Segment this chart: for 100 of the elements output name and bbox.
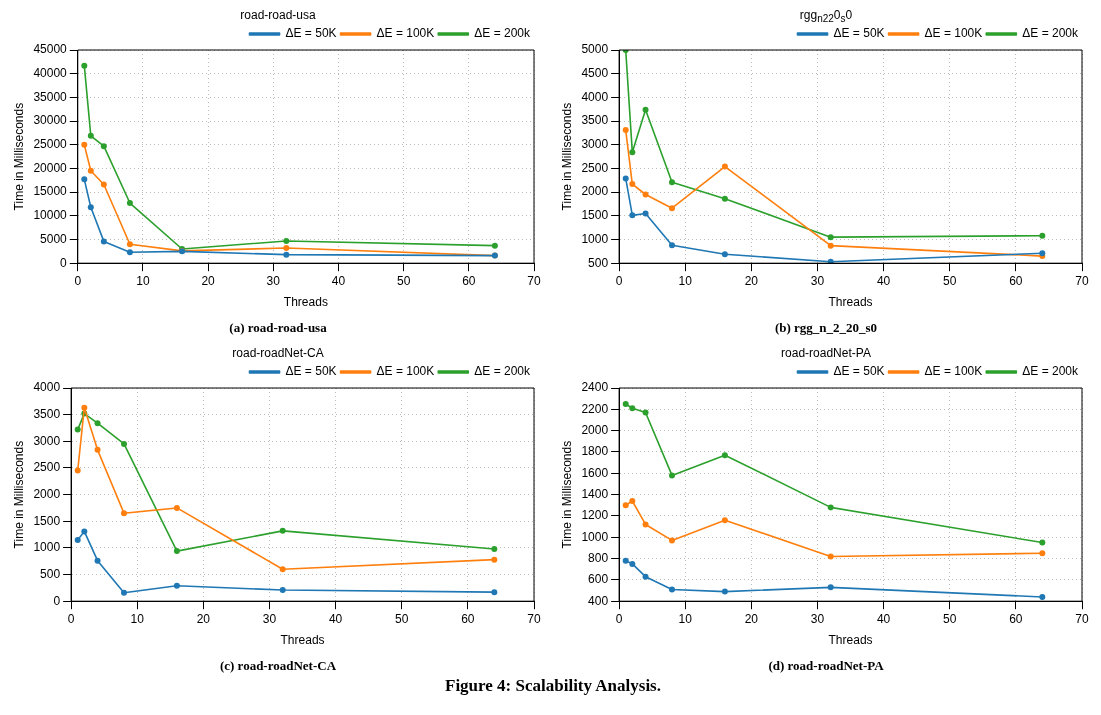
- x-tick-label: 10: [678, 273, 693, 288]
- y-tick-label: 800: [588, 550, 609, 565]
- x-tick-label: 60: [462, 273, 476, 288]
- y-tick-label: 20000: [33, 160, 68, 175]
- y-tick-label: 1600: [581, 465, 609, 480]
- y-tick-label: 3500: [33, 406, 61, 421]
- legend-label: ΔE = 50K: [833, 26, 885, 41]
- y-tick-label: 2000: [581, 184, 609, 199]
- x-tick-label: 60: [461, 611, 475, 626]
- x-tick-label: 40: [876, 611, 891, 626]
- y-axis-title: Time in Milliseconds: [11, 102, 26, 211]
- x-tick-label: 0: [74, 273, 82, 288]
- y-tick-label: 10000: [33, 208, 68, 223]
- x-tick-label: 60: [1009, 273, 1023, 288]
- y-tick-label: 30000: [33, 113, 68, 128]
- x-axis-title: Threads: [828, 633, 873, 648]
- y-tick-label: 4000: [33, 380, 61, 395]
- y-tick-label: 500: [588, 255, 609, 270]
- text: (d) road-roadNet-PA: [767, 658, 885, 674]
- y-tick-label: 2500: [33, 460, 61, 475]
- y-tick-label: 2500: [581, 160, 609, 175]
- x-tick-label: 30: [262, 611, 277, 626]
- y-tick-label: 600: [588, 572, 609, 587]
- y-tick-label: 5000: [40, 231, 68, 246]
- x-tick-label: 30: [810, 273, 825, 288]
- x-axis-title: Threads: [283, 295, 328, 310]
- text: (b) rgg_n_2_20_s0: [773, 320, 879, 336]
- x-tick-label: 20: [744, 273, 759, 288]
- legend-label: ΔE = 50K: [285, 364, 337, 379]
- y-tick-label: 2000: [581, 422, 609, 437]
- legend-label: ΔE = 200k: [474, 26, 531, 41]
- x-tick-label: 50: [396, 273, 411, 288]
- chart-title: road-road-usa: [239, 8, 317, 24]
- x-tick-label: 10: [130, 611, 145, 626]
- x-tick-label: 70: [527, 273, 541, 288]
- y-tick-label: 40000: [33, 66, 68, 80]
- y-tick-label: 1800: [581, 444, 609, 459]
- y-tick-label: 5000: [581, 42, 609, 57]
- x-tick-label: 50: [943, 611, 957, 626]
- legend-label: ΔE = 50K: [285, 26, 337, 41]
- chart-title: road-roadNet-CA: [231, 346, 325, 362]
- chart-title: road-roadNet-PA: [780, 346, 872, 362]
- y-tick-label: 1200: [581, 508, 609, 523]
- legend-label: ΔE = 200k: [1022, 26, 1079, 41]
- y-tick-label: 1500: [581, 208, 609, 223]
- legend-label: ΔE = 200k: [474, 364, 531, 379]
- y-tick-label: 2000: [33, 486, 61, 501]
- y-tick-label: 25000: [33, 137, 68, 152]
- x-axis-title: Threads: [280, 633, 325, 648]
- legend-label: ΔE = 100K: [924, 364, 983, 379]
- y-tick-label: 15000: [33, 184, 68, 199]
- y-axis-title: Time in Milliseconds: [559, 102, 574, 211]
- y-tick-label: 4000: [581, 89, 609, 104]
- legend-label: ΔE = 50K: [833, 364, 885, 379]
- y-tick-label: 4500: [581, 66, 609, 80]
- y-tick-label: 1000: [581, 231, 609, 246]
- legend-label: ΔE = 200k: [1022, 364, 1079, 379]
- x-tick-label: 70: [527, 611, 541, 626]
- y-tick-label: 35000: [33, 89, 68, 104]
- y-tick-label: 3500: [581, 113, 609, 128]
- x-tick-label: 30: [810, 611, 825, 626]
- x-tick-label: 20: [201, 273, 216, 288]
- x-tick-label: 30: [266, 273, 281, 288]
- y-tick-label: 1000: [33, 540, 61, 555]
- legend-label: ΔE = 100K: [376, 26, 435, 41]
- text: (c) road-roadNet-CA: [218, 658, 338, 674]
- y-tick-label: 2200: [581, 401, 609, 416]
- x-tick-label: 10: [136, 273, 150, 288]
- y-tick-label: 0: [53, 593, 61, 608]
- x-tick-label: 20: [744, 611, 759, 626]
- chart-title: rgg$_{n22}$0$_{s}$0: [798, 8, 854, 25]
- x-tick-label: 70: [1075, 273, 1089, 288]
- legend-label: ΔE = 100K: [376, 364, 435, 379]
- x-tick-label: 60: [1009, 611, 1023, 626]
- y-tick-label: 3000: [33, 433, 61, 448]
- y-tick-label: 0: [60, 255, 68, 270]
- y-tick-label: 1000: [581, 529, 609, 544]
- y-tick-label: 45000: [33, 42, 68, 57]
- x-tick-label: 10: [678, 611, 693, 626]
- x-tick-label: 20: [196, 611, 211, 626]
- x-tick-label: 40: [876, 273, 891, 288]
- y-tick-label: 1500: [33, 513, 61, 528]
- y-axis-title: Time in Milliseconds: [11, 440, 26, 549]
- x-tick-label: 50: [943, 273, 957, 288]
- y-tick-label: 500: [40, 566, 61, 581]
- caption: Figure 4: Scalability Analysis.: [444, 676, 662, 696]
- y-axis-title: Time in Milliseconds: [559, 440, 574, 549]
- y-tick-label: 1400: [581, 486, 609, 501]
- legend-label: ΔE = 100K: [924, 26, 983, 41]
- x-axis-title: Threads: [828, 295, 873, 310]
- text: (a) road-road-usa: [228, 320, 328, 336]
- x-tick-label: 40: [331, 273, 346, 288]
- x-tick-label: 0: [615, 273, 623, 288]
- x-tick-label: 70: [1075, 611, 1089, 626]
- x-tick-label: 0: [615, 611, 623, 626]
- x-tick-label: 50: [395, 611, 409, 626]
- y-tick-label: 3000: [581, 137, 609, 152]
- y-tick-label: 400: [588, 593, 609, 608]
- x-tick-label: 40: [328, 611, 343, 626]
- y-tick-label: 2400: [581, 380, 609, 395]
